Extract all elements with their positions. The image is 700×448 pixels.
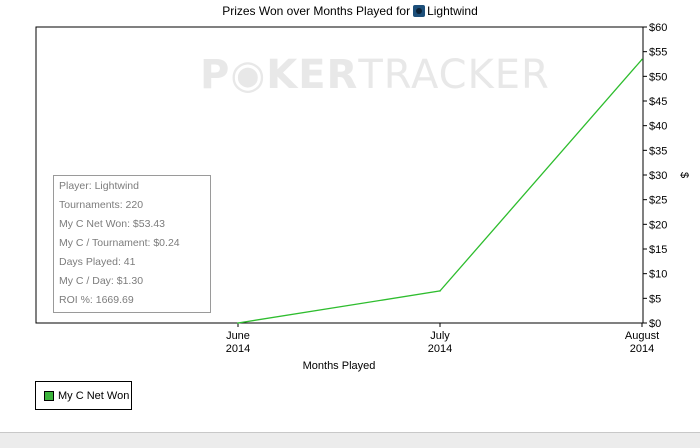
- data-point: [237, 322, 239, 324]
- watermark: P◉KERTRACKER: [200, 52, 550, 98]
- y-tick-label: $60: [649, 22, 667, 34]
- stat-per-day: My C / Day: $1.30: [59, 275, 144, 287]
- y-tick-label: $50: [649, 71, 667, 83]
- x-tick-label-year: 2014: [428, 343, 452, 355]
- y-tick-label: $55: [649, 47, 667, 59]
- series-line: [237, 58, 643, 324]
- watermark-text: P◉KERTRACKER: [200, 52, 550, 98]
- y-tick-label: $40: [649, 121, 667, 133]
- y-tick-label: $25: [649, 195, 667, 207]
- x-tick-label-month: August: [625, 330, 659, 342]
- series-lines: [237, 58, 643, 324]
- stat-net-won: My C Net Won: $53.43: [59, 218, 166, 230]
- stat-roi: ROI %: 1669.69: [59, 294, 134, 306]
- x-tick-label-month: June: [226, 330, 250, 342]
- watermark-part-3: TRACKER: [357, 52, 550, 98]
- bottom-scrollbar[interactable]: [0, 432, 700, 448]
- stat-days-played: Days Played: 41: [59, 256, 136, 268]
- stat-per-tournament: My C / Tournament: $0.24: [59, 237, 180, 249]
- x-axis-label: Months Played: [303, 360, 376, 372]
- x-tick-label-year: 2014: [226, 343, 250, 355]
- x-tick-label-year: 2014: [630, 343, 654, 355]
- chart-title: Prizes Won over Months Played for Lightwi…: [0, 4, 700, 18]
- legend-label: My C Net Won: [58, 389, 130, 402]
- chart-title-player: Lightwind: [427, 4, 478, 18]
- watermark-chip-icon: ◉: [230, 52, 266, 98]
- y-axis: $0 $5 $10 $15 $20 $25 $30 $35 $40 $45 $50 $55 $60: [643, 22, 667, 330]
- player-stats-box: Player: Lightwind Tournaments: 220 My C …: [53, 175, 211, 313]
- y-tick-label: $45: [649, 96, 667, 108]
- y-tick-label: $20: [649, 219, 667, 231]
- y-tick-label: $10: [649, 269, 667, 281]
- x-tick-label-month: July: [430, 330, 450, 342]
- y-tick-label: $15: [649, 244, 667, 256]
- data-point: [439, 290, 441, 292]
- data-point: [641, 58, 643, 61]
- watermark-part-2: KER: [266, 52, 358, 98]
- watermark-part-1: P: [200, 52, 230, 98]
- legend-swatch: [44, 390, 54, 401]
- y-tick-label: $5: [649, 293, 661, 305]
- stat-player: Player: Lightwind: [59, 180, 139, 192]
- y-axis-label: $: [678, 172, 690, 178]
- y-tick-label: $0: [649, 318, 661, 330]
- y-tick-label: $35: [649, 145, 667, 157]
- stat-tournaments: Tournaments: 220: [59, 199, 144, 211]
- chart-title-text: Prizes Won over Months Played for: [222, 4, 411, 18]
- player-avatar-icon: [413, 5, 426, 17]
- y-tick-label: $30: [649, 170, 667, 182]
- chart-legend[interactable]: My C Net Won: [35, 381, 132, 410]
